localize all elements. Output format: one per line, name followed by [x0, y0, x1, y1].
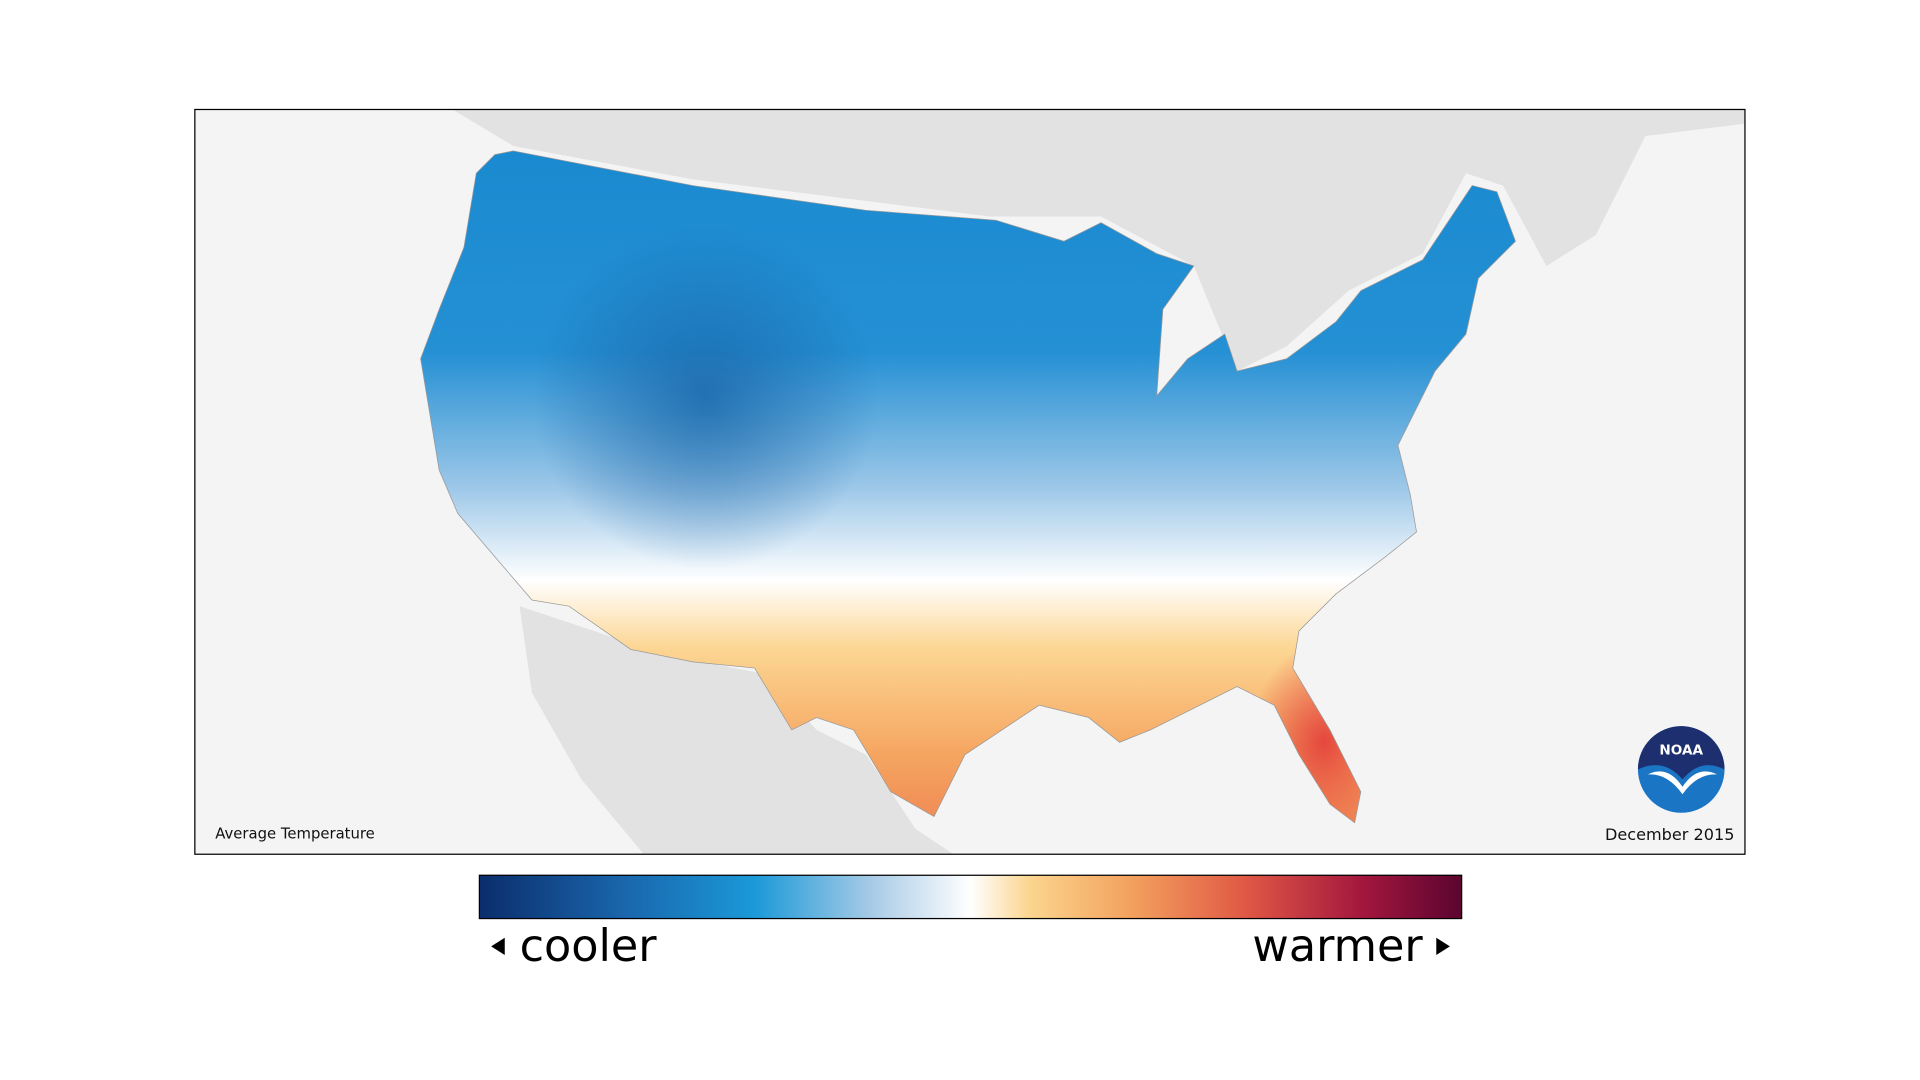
- legend-low: cooler: [520, 920, 658, 972]
- canada: [451, 108, 1745, 372]
- mexico: [519, 606, 953, 854]
- cold-region: [531, 222, 879, 570]
- legend-high: warmer: [1252, 920, 1423, 972]
- map-area: [194, 108, 1745, 854]
- logo-text: NOAA: [1659, 743, 1703, 759]
- color-bar: [478, 874, 1463, 920]
- arrow-right: [1436, 937, 1450, 956]
- logo-top: [1637, 726, 1725, 780]
- map-frame: [194, 108, 1746, 855]
- arrow-left: [491, 937, 505, 956]
- logo-bird: [1647, 771, 1718, 795]
- map-date: December 2015: [1605, 825, 1734, 844]
- map-title: Average Temperature: [215, 826, 375, 843]
- noaa-logo: NOAA: [1637, 726, 1725, 813]
